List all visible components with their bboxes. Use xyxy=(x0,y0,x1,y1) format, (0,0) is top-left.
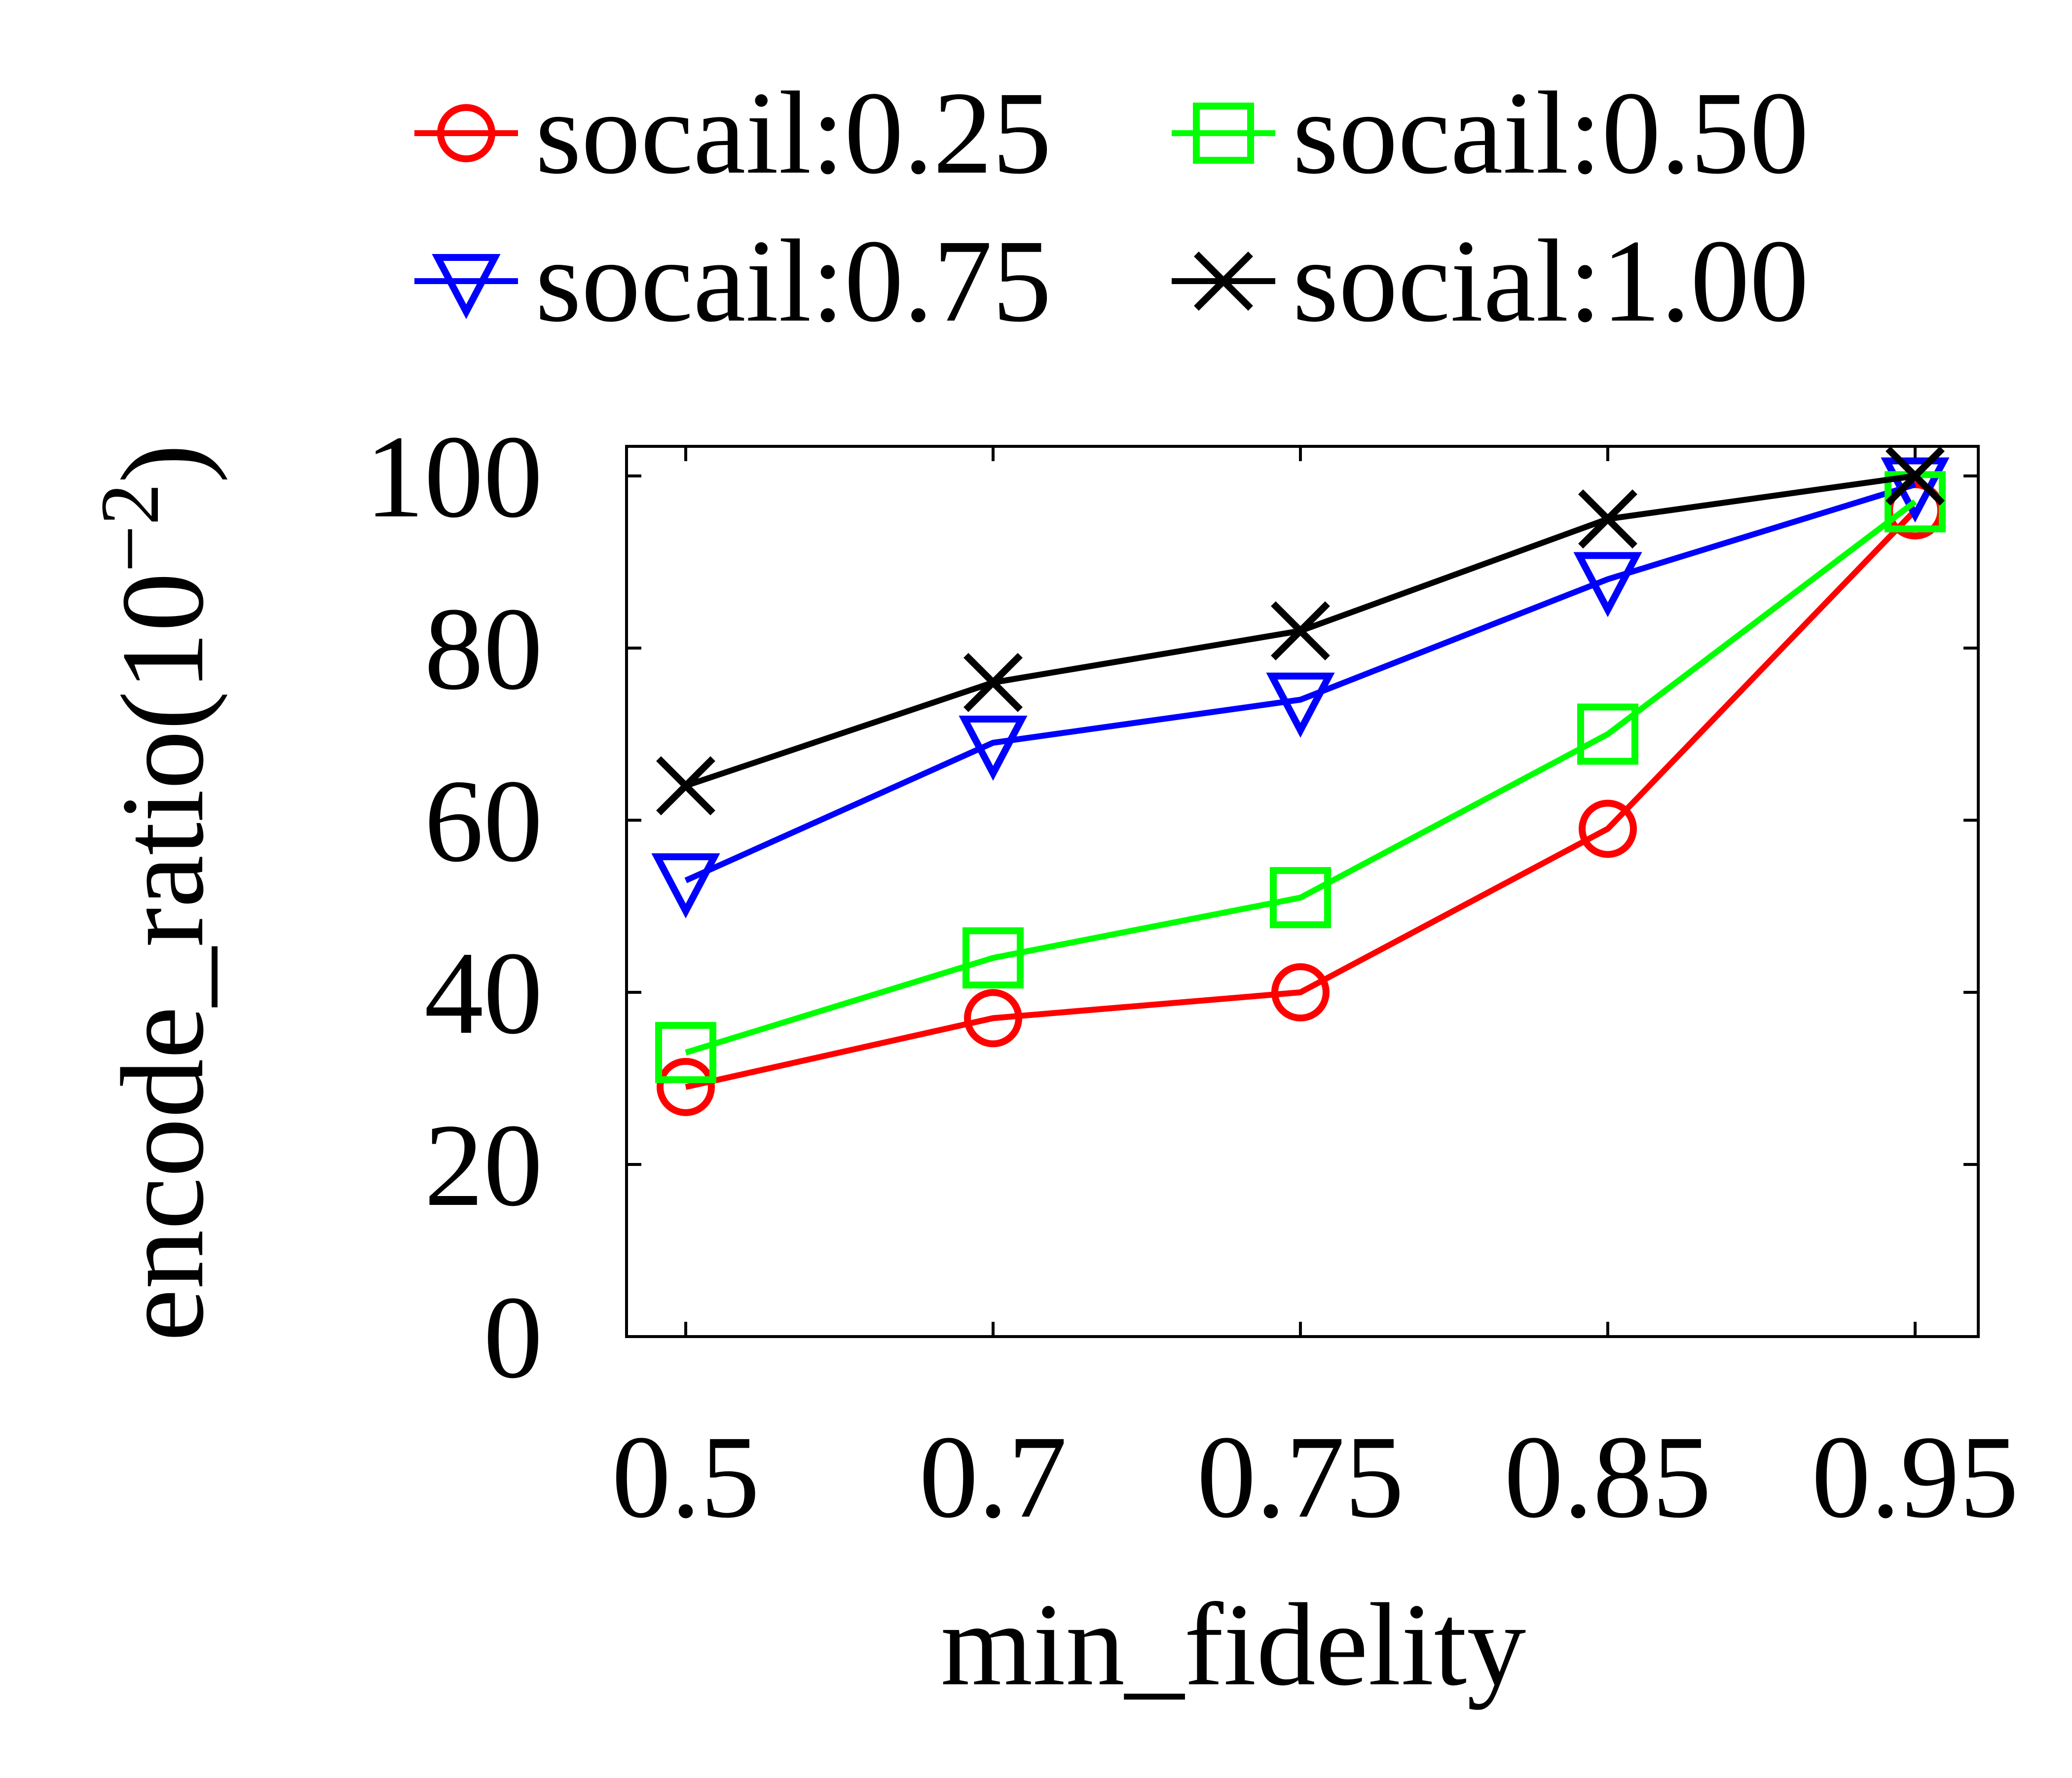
data-point-marker xyxy=(1577,703,1638,765)
series-social:1.00 xyxy=(656,446,1945,816)
legend-item: social:1.00 xyxy=(1172,215,1809,346)
y-tick-label: 80 xyxy=(424,583,543,714)
series-line xyxy=(685,508,1918,1090)
x-axis-title: min_fidelity xyxy=(941,1579,1526,1710)
data-point-marker xyxy=(1271,601,1330,661)
x-tick-label: 0.75 xyxy=(1197,1411,1404,1542)
legend-item: socail:0.50 xyxy=(1172,67,1809,198)
data-point-marker xyxy=(959,715,1028,781)
data-point-marker xyxy=(964,989,1022,1048)
y-tick-label: 0 xyxy=(483,1271,543,1403)
legend: socail:0.25 socail:0.75 socail:0.50 social:… xyxy=(414,67,1809,346)
y-tick-label: 40 xyxy=(424,927,543,1058)
data-point-marker xyxy=(1578,489,1637,549)
series-line xyxy=(684,481,1916,883)
series-socail:0.50 xyxy=(655,471,1946,1084)
legend-marker xyxy=(1194,252,1253,311)
y-tick-label: 100 xyxy=(365,411,543,542)
series-layer xyxy=(651,446,1950,1116)
x-tick-label: 0.5 xyxy=(612,1411,760,1542)
data-point-marker xyxy=(1886,446,1945,506)
x-tick-label: 0.95 xyxy=(1812,1411,2019,1542)
x-tick-label: 0.7 xyxy=(919,1411,1067,1542)
y-axis-title-exponent: −2 xyxy=(83,483,176,573)
y-tick-label: 60 xyxy=(424,755,543,886)
legend-marker xyxy=(437,104,495,162)
data-point-marker xyxy=(651,853,720,919)
legend-label: socail:0.50 xyxy=(1293,67,1809,198)
plot-area-frame xyxy=(625,445,1980,1338)
data-point-marker xyxy=(1579,799,1637,858)
series-line xyxy=(685,499,1917,1055)
data-point-marker xyxy=(1271,963,1330,1021)
y-axis: 0 20 40 60 80 100 xyxy=(365,411,1978,1403)
y-axis-title-close: ) xyxy=(97,444,228,483)
legend-label: socail:0.25 xyxy=(535,67,1051,198)
x-tick-label: 0.85 xyxy=(1504,1411,1711,1542)
data-point-marker xyxy=(1270,867,1331,929)
legend-item: socail:0.25 xyxy=(414,67,1051,198)
x-axis: 0.5 0.7 0.75 0.85 0.95 xyxy=(612,446,2019,1542)
legend-label: socail:0.75 xyxy=(535,215,1051,346)
legend-item: socail:0.75 xyxy=(414,215,1051,346)
data-point-marker xyxy=(1266,672,1335,738)
data-point-marker xyxy=(1573,552,1642,617)
data-point-marker xyxy=(657,1057,715,1116)
data-point-marker xyxy=(963,653,1023,712)
y-axis-title-main: encode_ratio(10 xyxy=(97,573,228,1342)
y-tick-label: 20 xyxy=(424,1099,543,1231)
data-point-marker xyxy=(656,756,715,816)
legend-marker xyxy=(1193,103,1254,164)
legend-label: social:1.00 xyxy=(1293,215,1809,346)
y-axis-title: encode_ratio(10−2) xyxy=(83,444,228,1342)
data-point-marker xyxy=(655,1022,716,1084)
data-point-marker xyxy=(962,927,1024,989)
legend-marker xyxy=(432,254,501,320)
